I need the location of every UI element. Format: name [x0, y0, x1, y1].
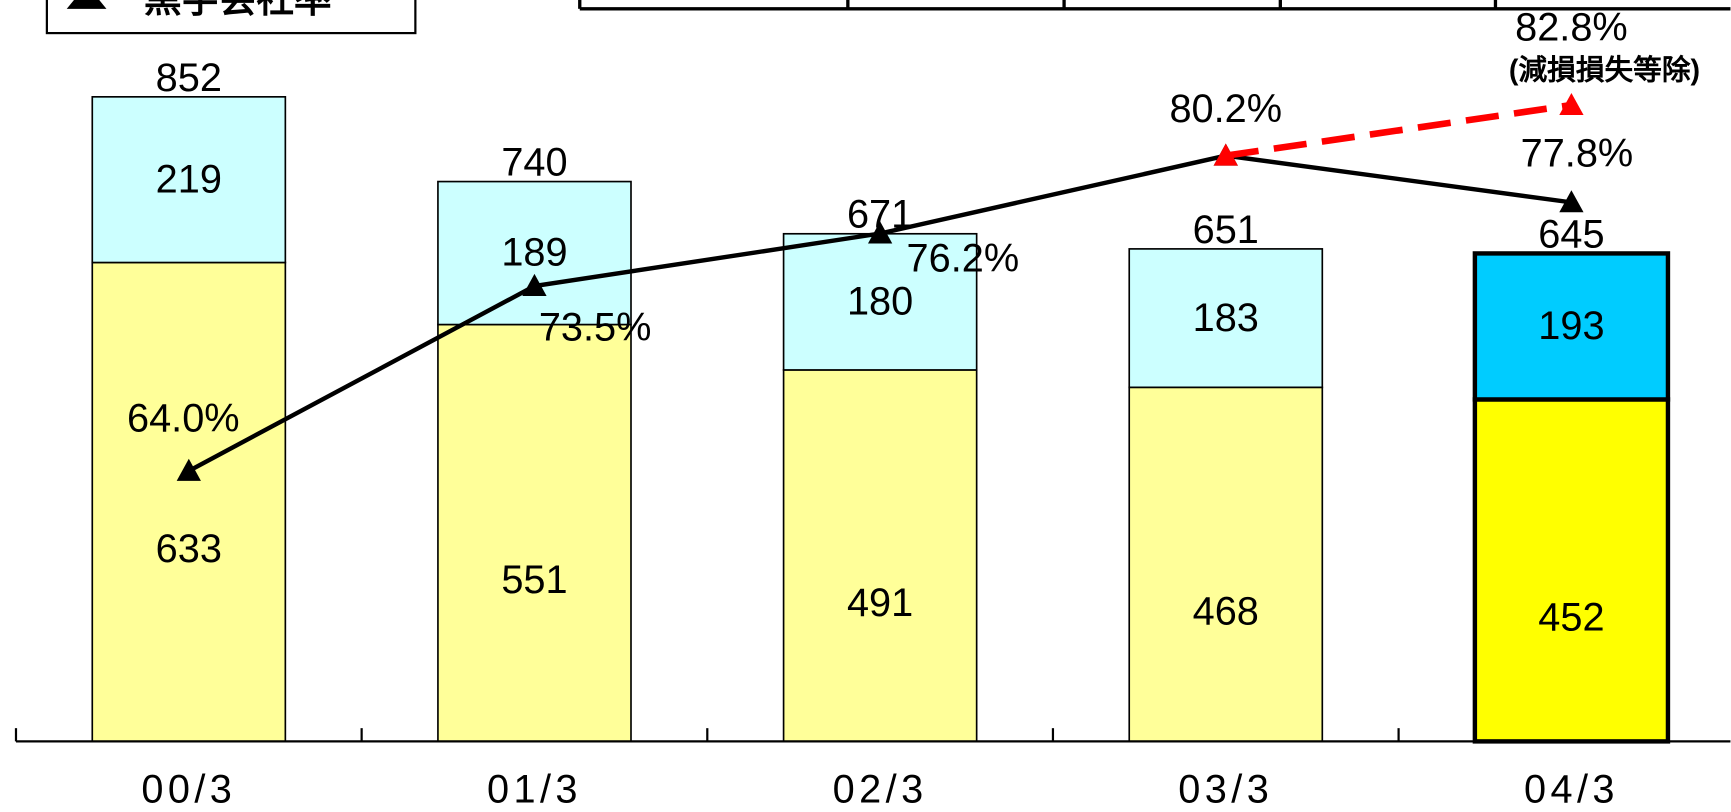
rate-label: 82.8% [1515, 6, 1628, 50]
rate-label: 77.8% [1521, 132, 1634, 176]
rate-marker [867, 221, 893, 244]
total-label: 651 [1193, 208, 1259, 252]
x-tick-label: 04/3 [1524, 768, 1619, 812]
x-tick-label: 02/3 [833, 768, 928, 812]
rate-label: 76.2% [907, 237, 1020, 281]
segment-label: 183 [1193, 296, 1259, 340]
bar-segment [91, 96, 287, 264]
bar-segment [437, 323, 632, 743]
bar-segment [1472, 251, 1671, 402]
legend-label: 黒字会社率 [144, 0, 332, 20]
rate-marker [1213, 143, 1238, 166]
bar-segment [437, 180, 632, 326]
total-label: 740 [501, 141, 567, 185]
segment-label: 491 [847, 581, 913, 625]
legend-marker [66, 0, 107, 9]
x-tick-label: 01/3 [487, 768, 582, 812]
rate-marker [1559, 190, 1584, 213]
rate-marker [1559, 92, 1584, 116]
segment-label: 189 [501, 231, 567, 275]
total-label: 645 [1538, 212, 1604, 256]
x-tick-label: 03/3 [1178, 768, 1273, 812]
bar-segment [782, 369, 978, 743]
bar-segment [1128, 386, 1324, 743]
rate-label: 80.2% [1169, 87, 1282, 131]
segment-label: 193 [1538, 304, 1604, 348]
segment-label: 219 [156, 157, 222, 201]
segment-label: 468 [1193, 589, 1259, 633]
bar-segment [91, 261, 287, 743]
rate-line [1225, 101, 1572, 159]
segment-label: 633 [156, 527, 222, 571]
total-label: 852 [156, 56, 222, 100]
segment-label: 551 [501, 558, 567, 602]
bar-segment [782, 232, 978, 371]
rate-marker [522, 273, 547, 296]
rate-label: 64.0% [127, 397, 240, 441]
segment-label: 180 [847, 280, 913, 324]
bar-segment [1472, 397, 1671, 744]
segment-label: 452 [1538, 596, 1604, 640]
rate-label: 73.5% [539, 306, 652, 350]
line-annotation: (減損損失等除) [1509, 54, 1700, 87]
table-fragment [578, 0, 1731, 11]
legend-box [45, 0, 417, 35]
bar-segment [1128, 248, 1324, 389]
x-tick-label: 00/3 [141, 768, 236, 812]
rate-marker [176, 458, 201, 481]
